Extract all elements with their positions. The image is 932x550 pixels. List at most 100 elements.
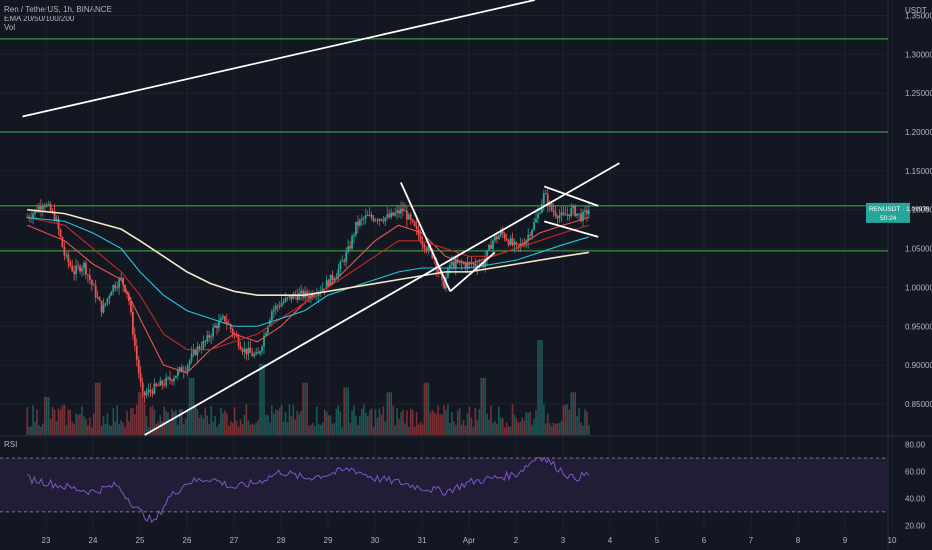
candle-body bbox=[450, 261, 453, 265]
volume-bar bbox=[543, 404, 545, 435]
volume-bar bbox=[284, 411, 287, 435]
volume-bar bbox=[274, 409, 277, 435]
volume-bar bbox=[135, 404, 138, 435]
volume-bar bbox=[89, 417, 91, 435]
candle-body bbox=[292, 294, 295, 300]
candle-body bbox=[75, 265, 78, 274]
candle-body bbox=[165, 377, 168, 386]
candle-body bbox=[259, 351, 261, 354]
candle-body bbox=[276, 305, 279, 307]
volume-bar bbox=[429, 412, 432, 435]
candle-body bbox=[141, 382, 144, 392]
candle-body bbox=[86, 274, 89, 276]
x-tick-label: 25 bbox=[136, 536, 145, 545]
candle-body bbox=[390, 212, 393, 218]
volume-bar bbox=[208, 424, 210, 435]
volume-bar bbox=[171, 409, 173, 435]
volume-bar bbox=[106, 413, 109, 435]
candle-body bbox=[88, 275, 91, 280]
volume-bar bbox=[402, 409, 404, 435]
candle-body bbox=[94, 285, 97, 298]
volume-bar bbox=[341, 427, 344, 435]
candle-body bbox=[175, 375, 177, 379]
ema-line bbox=[27, 216, 590, 327]
volume-bar bbox=[560, 420, 563, 435]
candle-body bbox=[257, 352, 260, 354]
volume-bar bbox=[462, 420, 465, 435]
volume-bar bbox=[552, 422, 555, 435]
volume-bar bbox=[235, 420, 238, 435]
volume-bar bbox=[196, 409, 199, 435]
candle-body bbox=[560, 212, 563, 216]
trendline bbox=[543, 185, 599, 207]
price-badge-timer: 50:24 bbox=[880, 215, 897, 222]
candle-body bbox=[441, 273, 443, 280]
y-tick-label: 1.10000 bbox=[905, 206, 932, 215]
x-tick-label: 30 bbox=[371, 536, 380, 545]
volume-bar bbox=[220, 407, 222, 435]
candle-body bbox=[235, 334, 238, 337]
candle-body bbox=[351, 236, 353, 249]
candle-body bbox=[349, 246, 351, 249]
volume-bar bbox=[210, 406, 212, 435]
volume-bar bbox=[439, 414, 441, 435]
x-tick-label: 7 bbox=[749, 536, 754, 545]
y-tick-label: 1.25000 bbox=[905, 89, 932, 98]
volume-bar bbox=[453, 421, 455, 435]
volume-bar bbox=[100, 425, 103, 435]
volume-bar bbox=[505, 422, 508, 435]
candle-body bbox=[214, 325, 216, 328]
candle-body bbox=[67, 254, 70, 263]
volume-bar bbox=[466, 412, 469, 435]
candle-body bbox=[229, 324, 232, 329]
volume-bar bbox=[227, 425, 230, 435]
candle-body bbox=[400, 208, 402, 214]
volume-bar bbox=[175, 410, 177, 435]
volume-bar bbox=[498, 406, 500, 435]
candle-body bbox=[225, 321, 228, 324]
chart-title: Ren / TetherUS, 1h, BINANCE bbox=[4, 5, 112, 14]
candle-body bbox=[218, 320, 220, 329]
candle-body bbox=[104, 303, 107, 305]
candle-body bbox=[255, 352, 258, 355]
candle-body bbox=[206, 335, 209, 342]
candle-body bbox=[472, 263, 475, 265]
candle-body bbox=[153, 383, 156, 394]
candle-body bbox=[529, 235, 532, 236]
candle-body bbox=[53, 211, 56, 221]
candle-body bbox=[157, 385, 160, 387]
candle-body bbox=[43, 206, 46, 208]
volume-bar bbox=[511, 404, 514, 435]
volume-bar bbox=[558, 422, 561, 435]
volume-bar bbox=[239, 419, 242, 435]
volume-bar bbox=[353, 405, 355, 435]
candle-body bbox=[210, 336, 213, 338]
volume-bar bbox=[128, 420, 130, 435]
candle-body bbox=[509, 238, 512, 245]
volume-bar bbox=[224, 410, 226, 435]
candle-body bbox=[220, 318, 222, 321]
volume-bar bbox=[44, 397, 46, 435]
x-tick-label: 10 bbox=[888, 536, 897, 545]
candle-body bbox=[482, 262, 485, 267]
candle-body bbox=[466, 262, 469, 268]
y-tick-label: 0.95000 bbox=[905, 322, 932, 331]
candle-body bbox=[568, 214, 571, 217]
volume-bar bbox=[433, 411, 436, 435]
volume-bar bbox=[484, 378, 486, 435]
volume-bar bbox=[519, 421, 522, 435]
volume-bar bbox=[582, 425, 584, 435]
volume-bar bbox=[580, 422, 582, 435]
candle-body bbox=[65, 254, 68, 256]
volume-bar bbox=[437, 405, 439, 435]
y-tick-label: 0.85000 bbox=[905, 400, 932, 409]
volume-bar bbox=[202, 418, 205, 435]
volume-legend: Vol bbox=[4, 23, 16, 32]
volume-bar bbox=[265, 414, 267, 435]
candle-body bbox=[308, 295, 310, 299]
candle-body bbox=[544, 193, 547, 195]
candle-body bbox=[519, 243, 522, 245]
volume-bar bbox=[278, 407, 281, 435]
candle-body bbox=[120, 277, 123, 280]
